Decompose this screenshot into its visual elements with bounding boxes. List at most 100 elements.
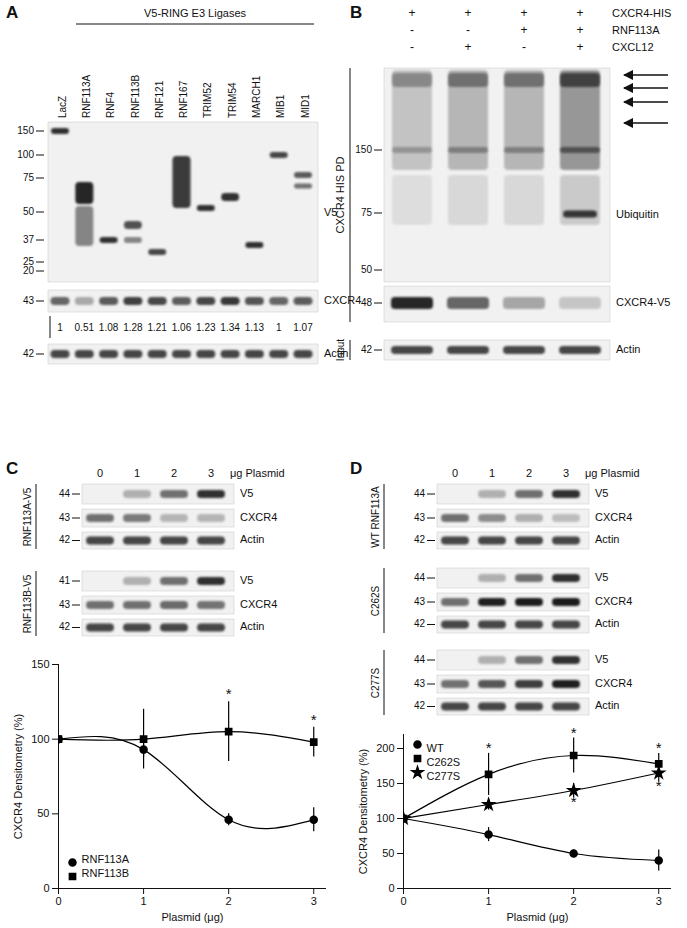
svg-text:WT RNF113A: WT RNF113A <box>370 486 381 548</box>
svg-text:Plasmid (μg): Plasmid (μg) <box>162 911 224 923</box>
svg-text:150: 150 <box>355 144 372 155</box>
svg-text:*: * <box>226 685 232 702</box>
svg-text:V5: V5 <box>595 487 608 499</box>
svg-text:Actin: Actin <box>240 533 264 545</box>
svg-text:C: C <box>6 459 18 478</box>
svg-text:CXCR4-V5: CXCR4-V5 <box>616 296 670 308</box>
svg-text:1.28: 1.28 <box>123 322 143 333</box>
svg-text:RNF113A: RNF113A <box>612 24 660 36</box>
svg-text:*: * <box>486 739 492 756</box>
svg-text:41: 41 <box>59 575 71 586</box>
svg-text:150: 150 <box>376 777 394 789</box>
svg-text:0: 0 <box>43 882 49 894</box>
svg-text:RNF167: RNF167 <box>178 80 189 118</box>
svg-text:CXCR4-HIS: CXCR4-HIS <box>612 7 671 19</box>
svg-text:V5: V5 <box>240 487 253 499</box>
svg-text:44: 44 <box>414 572 426 583</box>
svg-text:42: 42 <box>59 621 71 632</box>
svg-text:50: 50 <box>382 847 394 859</box>
svg-text:48: 48 <box>361 297 373 308</box>
svg-text:2: 2 <box>526 467 532 479</box>
svg-text:43: 43 <box>414 678 426 689</box>
svg-text:+: + <box>520 6 527 20</box>
svg-text:WT: WT <box>427 742 444 754</box>
svg-text:B: B <box>350 3 362 22</box>
svg-text:+: + <box>576 6 583 20</box>
svg-text:150: 150 <box>17 125 34 136</box>
svg-text:20: 20 <box>23 265 35 276</box>
svg-text:CXCR4: CXCR4 <box>240 598 277 610</box>
svg-text:C262S: C262S <box>370 585 381 616</box>
svg-text:0: 0 <box>55 895 61 907</box>
svg-text:+: + <box>464 6 471 20</box>
svg-text:-: - <box>410 40 414 54</box>
svg-text:100: 100 <box>17 149 34 160</box>
svg-text:0.51: 0.51 <box>75 322 95 333</box>
svg-text:Plasmid (μg): Plasmid (μg) <box>507 911 569 923</box>
svg-text:3: 3 <box>656 895 662 907</box>
svg-text:MIB1: MIB1 <box>275 94 286 118</box>
svg-text:-: - <box>466 23 470 37</box>
svg-text:0: 0 <box>97 467 103 479</box>
svg-text:2: 2 <box>571 895 577 907</box>
svg-text:Actin: Actin <box>595 617 619 629</box>
svg-text:200: 200 <box>376 742 394 754</box>
svg-text:43: 43 <box>414 596 426 607</box>
svg-text:2: 2 <box>171 467 177 479</box>
svg-text:44: 44 <box>414 488 426 499</box>
svg-text:*: * <box>311 711 317 728</box>
svg-text:CXCR4: CXCR4 <box>595 595 632 607</box>
svg-text:*: * <box>656 777 662 794</box>
svg-text:RNF113A: RNF113A <box>82 853 130 865</box>
svg-text:44: 44 <box>414 654 426 665</box>
svg-text:0: 0 <box>388 882 394 894</box>
svg-text:CXCR4: CXCR4 <box>324 294 361 306</box>
svg-text:TRIM52: TRIM52 <box>202 82 213 118</box>
svg-text:CXCL12: CXCL12 <box>612 41 654 53</box>
svg-text:1.13: 1.13 <box>245 322 265 333</box>
svg-text:1.23: 1.23 <box>196 322 216 333</box>
svg-text:100: 100 <box>376 812 394 824</box>
svg-text:*: * <box>571 724 577 741</box>
svg-text:3: 3 <box>563 467 569 479</box>
svg-text:43: 43 <box>414 512 426 523</box>
svg-text:-: - <box>410 23 414 37</box>
svg-text:CXCR4 Densitometry (%): CXCR4 Densitometry (%) <box>357 749 369 874</box>
svg-text:C262S: C262S <box>427 756 461 768</box>
svg-text:RNF113A: RNF113A <box>81 75 92 118</box>
svg-text:*: * <box>571 793 577 810</box>
svg-text:Actin: Actin <box>240 620 264 632</box>
svg-text:Actin: Actin <box>595 699 619 711</box>
svg-text:V5: V5 <box>240 574 253 586</box>
svg-text:42: 42 <box>361 344 373 355</box>
svg-text:+: + <box>464 40 471 54</box>
svg-text:0: 0 <box>452 467 458 479</box>
svg-text:C277S: C277S <box>427 770 461 782</box>
svg-text:RNF113B-V5: RNF113B-V5 <box>22 574 33 633</box>
svg-text:44: 44 <box>59 488 71 499</box>
svg-text:42: 42 <box>414 534 426 545</box>
svg-text:μg Plasmid: μg Plasmid <box>585 467 640 479</box>
svg-text:43: 43 <box>59 512 71 523</box>
svg-text:1.07: 1.07 <box>293 322 313 333</box>
svg-text:1: 1 <box>141 895 147 907</box>
svg-text:RNF121: RNF121 <box>154 80 165 118</box>
svg-text:CXCR4: CXCR4 <box>595 677 632 689</box>
svg-text:75: 75 <box>361 207 373 218</box>
svg-text:Actin: Actin <box>595 533 619 545</box>
svg-text:100: 100 <box>31 733 49 745</box>
svg-text:43: 43 <box>59 599 71 610</box>
svg-text:1.08: 1.08 <box>99 322 119 333</box>
svg-text:RNF113B: RNF113B <box>130 75 141 118</box>
svg-text:LacZ: LacZ <box>57 96 68 118</box>
svg-text:*: * <box>656 739 662 756</box>
svg-text:37: 37 <box>23 234 35 245</box>
svg-text:Actin: Actin <box>616 343 640 355</box>
svg-text:RNF4: RNF4 <box>105 91 116 118</box>
svg-text:D: D <box>350 459 362 478</box>
svg-text:+: + <box>408 6 415 20</box>
svg-text:150: 150 <box>31 658 49 670</box>
svg-text:42: 42 <box>59 534 71 545</box>
svg-text:RNF113A-V5: RNF113A-V5 <box>22 487 33 546</box>
svg-text:TRIM54: TRIM54 <box>227 82 238 118</box>
